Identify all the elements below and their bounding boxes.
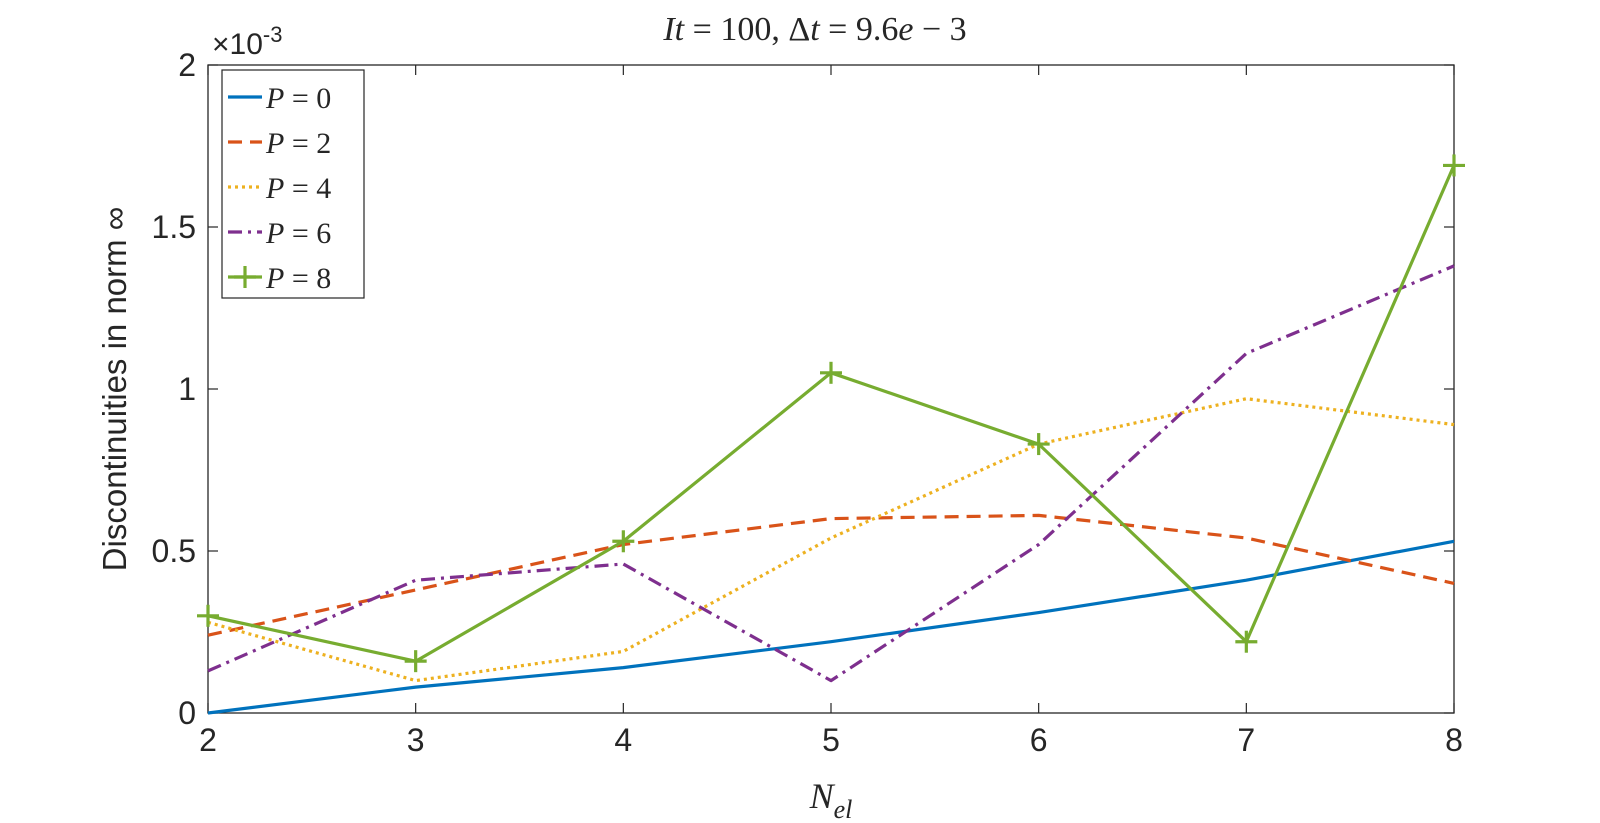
y-axis-label: Discontinuities in norm ∞ (96, 207, 133, 572)
series-layer (197, 154, 1465, 715)
x-tick-label: 3 (407, 722, 425, 758)
x-tick-label: 5 (822, 722, 840, 758)
legend-label: P = 2 (265, 127, 331, 160)
data-point-marker (1027, 433, 1050, 456)
legend-entry: P = 4 (228, 172, 331, 205)
x-tick-label: 6 (1030, 722, 1048, 758)
legend-entry: P = 0 (228, 82, 331, 115)
legend-entry: P = 2 (228, 127, 331, 160)
x-tick-label: 8 (1445, 722, 1463, 758)
legend-label: P = 0 (265, 82, 331, 115)
series-line-p0 (207, 539, 1455, 715)
y-tick-label: 2 (178, 47, 196, 83)
legend-entry: P = 6 (228, 217, 331, 250)
legend-label: P = 4 (265, 172, 331, 205)
series-line-p6 (207, 264, 1455, 683)
legend: P = 0 P = 2 P = 4 P = 6 P = 8 (221, 69, 365, 299)
y-tick-label: 0.5 (152, 533, 196, 569)
data-point-marker (820, 361, 842, 384)
y-tick-label: 1 (178, 371, 196, 407)
axis-ticks: 2 3 4 5 6 7 8 0 0.5 1 1.5 2 (152, 47, 1463, 758)
data-point-marker (197, 604, 219, 627)
y-tick-label: 1.5 (152, 209, 196, 245)
data-point-marker (1235, 630, 1258, 653)
x-tick-label: 7 (1237, 722, 1255, 758)
legend-entry: P = 8 (228, 262, 331, 295)
x-tick-label: 4 (614, 722, 632, 758)
legend-label: P = 8 (265, 262, 331, 295)
data-point-marker (404, 650, 427, 673)
legend-items: P = 0 P = 2 P = 4 P = 6 P = 8 (228, 82, 331, 295)
plot-area (207, 64, 1455, 714)
chart-title: It = 100, Δt = 9.6e − 3 (662, 11, 966, 48)
data-point-marker (1443, 154, 1465, 177)
data-point-marker (612, 530, 635, 553)
y-exponent-label: ×10-3 (212, 22, 282, 61)
legend-box (221, 69, 365, 299)
legend-label: P = 6 (265, 217, 331, 250)
x-tick-label: 2 (199, 722, 217, 758)
x-axis-label: Nel (809, 776, 853, 823)
y-tick-label: 0 (178, 695, 196, 731)
